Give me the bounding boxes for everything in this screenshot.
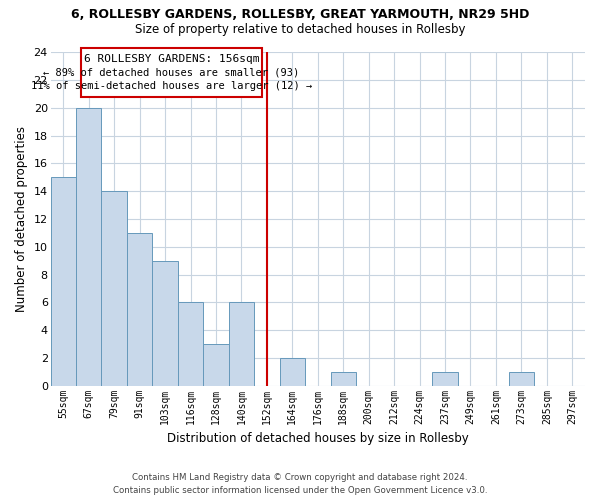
FancyBboxPatch shape: [81, 48, 262, 97]
Bar: [280, 358, 305, 386]
Text: 6, ROLLESBY GARDENS, ROLLESBY, GREAT YARMOUTH, NR29 5HD: 6, ROLLESBY GARDENS, ROLLESBY, GREAT YAR…: [71, 8, 529, 20]
Bar: [433, 372, 458, 386]
Bar: [178, 302, 203, 386]
Bar: [509, 372, 534, 386]
Bar: [229, 302, 254, 386]
Bar: [127, 233, 152, 386]
Bar: [331, 372, 356, 386]
Bar: [203, 344, 229, 386]
Bar: [152, 260, 178, 386]
Text: Size of property relative to detached houses in Rollesby: Size of property relative to detached ho…: [135, 22, 465, 36]
Text: 11% of semi-detached houses are larger (12) →: 11% of semi-detached houses are larger (…: [31, 81, 312, 91]
Bar: [76, 108, 101, 386]
Bar: [50, 178, 76, 386]
Y-axis label: Number of detached properties: Number of detached properties: [15, 126, 28, 312]
Bar: [101, 191, 127, 386]
Text: 6 ROLLESBY GARDENS: 156sqm: 6 ROLLESBY GARDENS: 156sqm: [84, 54, 259, 64]
Text: ← 89% of detached houses are smaller (93): ← 89% of detached houses are smaller (93…: [43, 68, 299, 78]
X-axis label: Distribution of detached houses by size in Rollesby: Distribution of detached houses by size …: [167, 432, 469, 445]
Text: Contains HM Land Registry data © Crown copyright and database right 2024.
Contai: Contains HM Land Registry data © Crown c…: [113, 473, 487, 495]
